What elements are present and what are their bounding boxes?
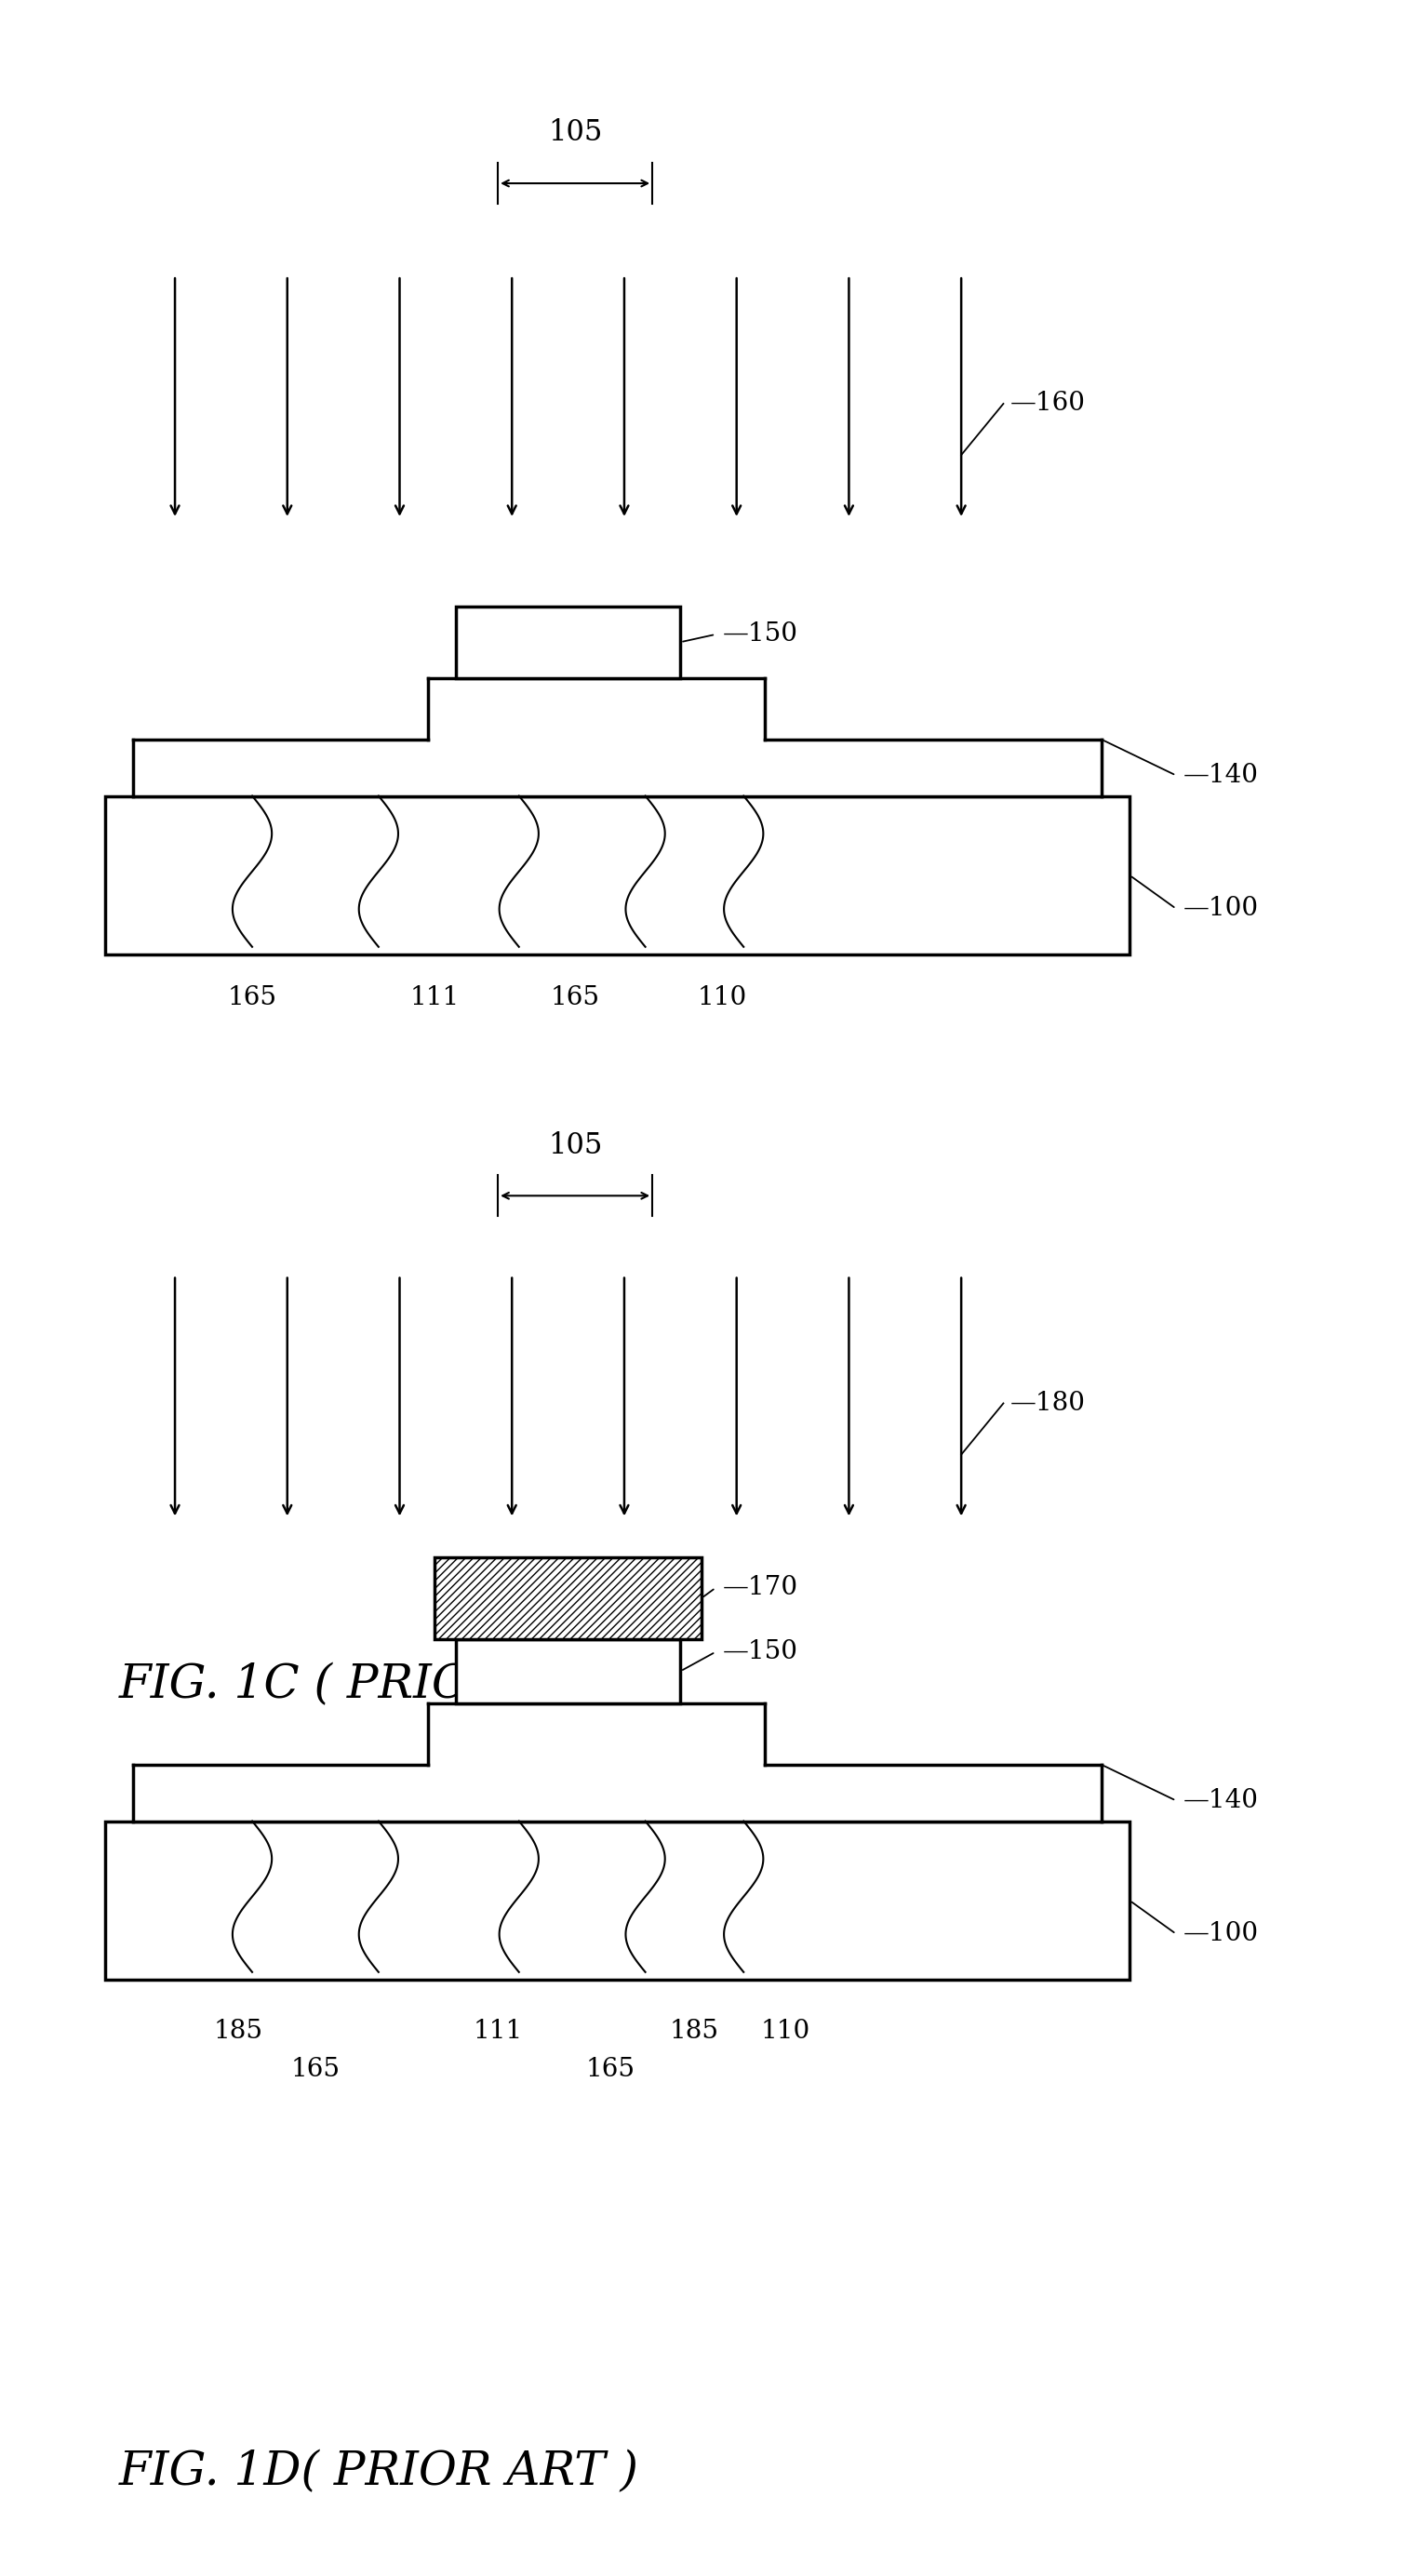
Text: 105: 105 bbox=[548, 118, 602, 147]
Text: 165: 165 bbox=[290, 2056, 340, 2081]
Bar bbox=[456, 1638, 680, 1703]
Text: FIG. 1C ( PRIOR ART ): FIG. 1C ( PRIOR ART ) bbox=[119, 1662, 652, 1708]
Text: —100: —100 bbox=[1183, 1922, 1258, 1947]
Text: 105: 105 bbox=[548, 1131, 602, 1159]
Text: 110: 110 bbox=[761, 2020, 811, 2043]
Text: —100: —100 bbox=[1183, 896, 1258, 922]
Text: 185: 185 bbox=[214, 2020, 262, 2043]
Bar bbox=[105, 1821, 1129, 1981]
Text: 165: 165 bbox=[550, 987, 599, 1010]
Text: —170: —170 bbox=[723, 1577, 798, 1600]
Polygon shape bbox=[133, 1703, 1101, 1821]
Bar bbox=[435, 1556, 701, 1638]
Text: —160: —160 bbox=[1010, 392, 1085, 417]
Bar bbox=[105, 796, 1129, 956]
Text: 111: 111 bbox=[473, 2020, 523, 2043]
Text: 165: 165 bbox=[585, 2056, 635, 2081]
Bar bbox=[456, 605, 680, 677]
Text: 165: 165 bbox=[228, 987, 276, 1010]
Text: 185: 185 bbox=[670, 2020, 718, 2043]
Text: 111: 111 bbox=[410, 987, 459, 1010]
Text: —140: —140 bbox=[1183, 1788, 1258, 1814]
Text: —150: —150 bbox=[723, 621, 798, 647]
Text: FIG. 1D( PRIOR ART ): FIG. 1D( PRIOR ART ) bbox=[119, 2450, 639, 2496]
Text: —140: —140 bbox=[1183, 762, 1258, 788]
Text: 110: 110 bbox=[697, 987, 747, 1010]
Text: —150: —150 bbox=[723, 1638, 798, 1664]
Text: —180: —180 bbox=[1010, 1391, 1085, 1417]
Polygon shape bbox=[133, 677, 1101, 796]
